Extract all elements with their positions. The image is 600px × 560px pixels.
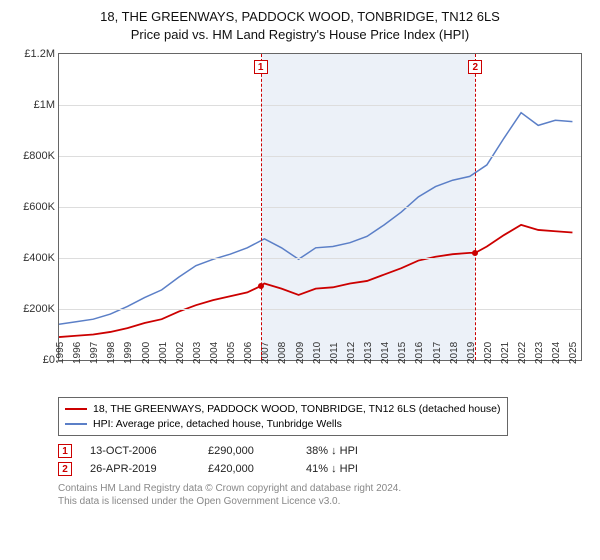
x-tick-label: 2010 xyxy=(312,342,323,364)
sale-dot xyxy=(258,283,264,289)
grid-line xyxy=(59,105,581,106)
sale-row: 1 13-OCT-2006 £290,000 38% ↓ HPI xyxy=(58,444,590,458)
footer: Contains HM Land Registry data © Crown c… xyxy=(58,482,590,508)
sale-vline xyxy=(475,54,476,360)
x-tick-label: 1995 xyxy=(55,342,66,364)
y-tick-label: £400K xyxy=(23,252,59,264)
sale-price: £420,000 xyxy=(208,463,288,475)
x-tick-label: 2023 xyxy=(534,342,545,364)
x-tick-label: 2007 xyxy=(260,342,271,364)
x-tick-label: 2012 xyxy=(346,342,357,364)
legend: 18, THE GREENWAYS, PADDOCK WOOD, TONBRID… xyxy=(58,397,508,436)
x-tick-label: 2006 xyxy=(243,342,254,364)
x-tick-label: 2008 xyxy=(277,342,288,364)
series-hpi xyxy=(59,113,572,325)
x-tick-label: 2005 xyxy=(226,342,237,364)
y-tick-label: £1M xyxy=(34,99,59,111)
sale-date: 26-APR-2019 xyxy=(90,463,190,475)
x-tick-label: 2020 xyxy=(483,342,494,364)
sales-table: 1 13-OCT-2006 £290,000 38% ↓ HPI 2 26-AP… xyxy=(58,444,590,476)
chart-title: 18, THE GREENWAYS, PADDOCK WOOD, TONBRID… xyxy=(10,8,590,43)
title-line2: Price paid vs. HM Land Registry's House … xyxy=(10,26,590,44)
plot-area: £0£200K£400K£600K£800K£1M£1.2M1995199619… xyxy=(58,53,582,361)
sale-marker-box: 2 xyxy=(468,60,482,74)
sale-rel-hpi: 38% ↓ HPI xyxy=(306,445,358,457)
sale-dot xyxy=(472,250,478,256)
x-tick-label: 1999 xyxy=(123,342,134,364)
x-tick-label: 2003 xyxy=(192,342,203,364)
x-tick-label: 2009 xyxy=(295,342,306,364)
x-tick-label: 2021 xyxy=(500,342,511,364)
y-tick-label: £600K xyxy=(23,201,59,213)
footer-line1: Contains HM Land Registry data © Crown c… xyxy=(58,482,590,495)
x-tick-label: 1997 xyxy=(89,342,100,364)
y-tick-label: £1.2M xyxy=(24,48,59,60)
y-tick-label: £200K xyxy=(23,303,59,315)
x-tick-label: 2022 xyxy=(517,342,528,364)
legend-swatch-hpi xyxy=(65,423,87,425)
y-tick-label: £800K xyxy=(23,150,59,162)
x-tick-label: 2017 xyxy=(432,342,443,364)
sale-price: £290,000 xyxy=(208,445,288,457)
grid-line xyxy=(59,309,581,310)
x-tick-label: 2002 xyxy=(175,342,186,364)
x-tick-label: 2013 xyxy=(363,342,374,364)
grid-line xyxy=(59,258,581,259)
x-tick-label: 2000 xyxy=(141,342,152,364)
sale-marker-icon: 2 xyxy=(58,462,72,476)
legend-label-property: 18, THE GREENWAYS, PADDOCK WOOD, TONBRID… xyxy=(93,402,501,417)
title-line1: 18, THE GREENWAYS, PADDOCK WOOD, TONBRID… xyxy=(10,8,590,26)
x-tick-label: 2001 xyxy=(158,342,169,364)
sale-row: 2 26-APR-2019 £420,000 41% ↓ HPI xyxy=(58,462,590,476)
legend-row-hpi: HPI: Average price, detached house, Tunb… xyxy=(65,417,501,432)
x-tick-label: 2024 xyxy=(551,342,562,364)
x-tick-label: 2018 xyxy=(449,342,460,364)
sale-vline xyxy=(261,54,262,360)
legend-label-hpi: HPI: Average price, detached house, Tunb… xyxy=(93,417,342,432)
legend-swatch-property xyxy=(65,408,87,410)
chart-container: 18, THE GREENWAYS, PADDOCK WOOD, TONBRID… xyxy=(0,0,600,560)
grid-line xyxy=(59,156,581,157)
x-tick-label: 2015 xyxy=(397,342,408,364)
x-tick-label: 2014 xyxy=(380,342,391,364)
sale-rel-hpi: 41% ↓ HPI xyxy=(306,463,358,475)
x-tick-label: 2004 xyxy=(209,342,220,364)
footer-line2: This data is licensed under the Open Gov… xyxy=(58,495,590,508)
sale-marker-icon: 1 xyxy=(58,444,72,458)
legend-row-property: 18, THE GREENWAYS, PADDOCK WOOD, TONBRID… xyxy=(65,402,501,417)
series-property xyxy=(59,225,572,337)
grid-line xyxy=(59,207,581,208)
sale-marker-box: 1 xyxy=(254,60,268,74)
x-tick-label: 1996 xyxy=(72,342,83,364)
x-tick-label: 2025 xyxy=(568,342,579,364)
x-tick-label: 2011 xyxy=(329,343,340,365)
x-tick-label: 2016 xyxy=(414,342,425,364)
x-tick-label: 1998 xyxy=(106,342,117,364)
chart-area: £0£200K£400K£600K£800K£1M£1.2M1995199619… xyxy=(10,49,590,389)
sale-date: 13-OCT-2006 xyxy=(90,445,190,457)
